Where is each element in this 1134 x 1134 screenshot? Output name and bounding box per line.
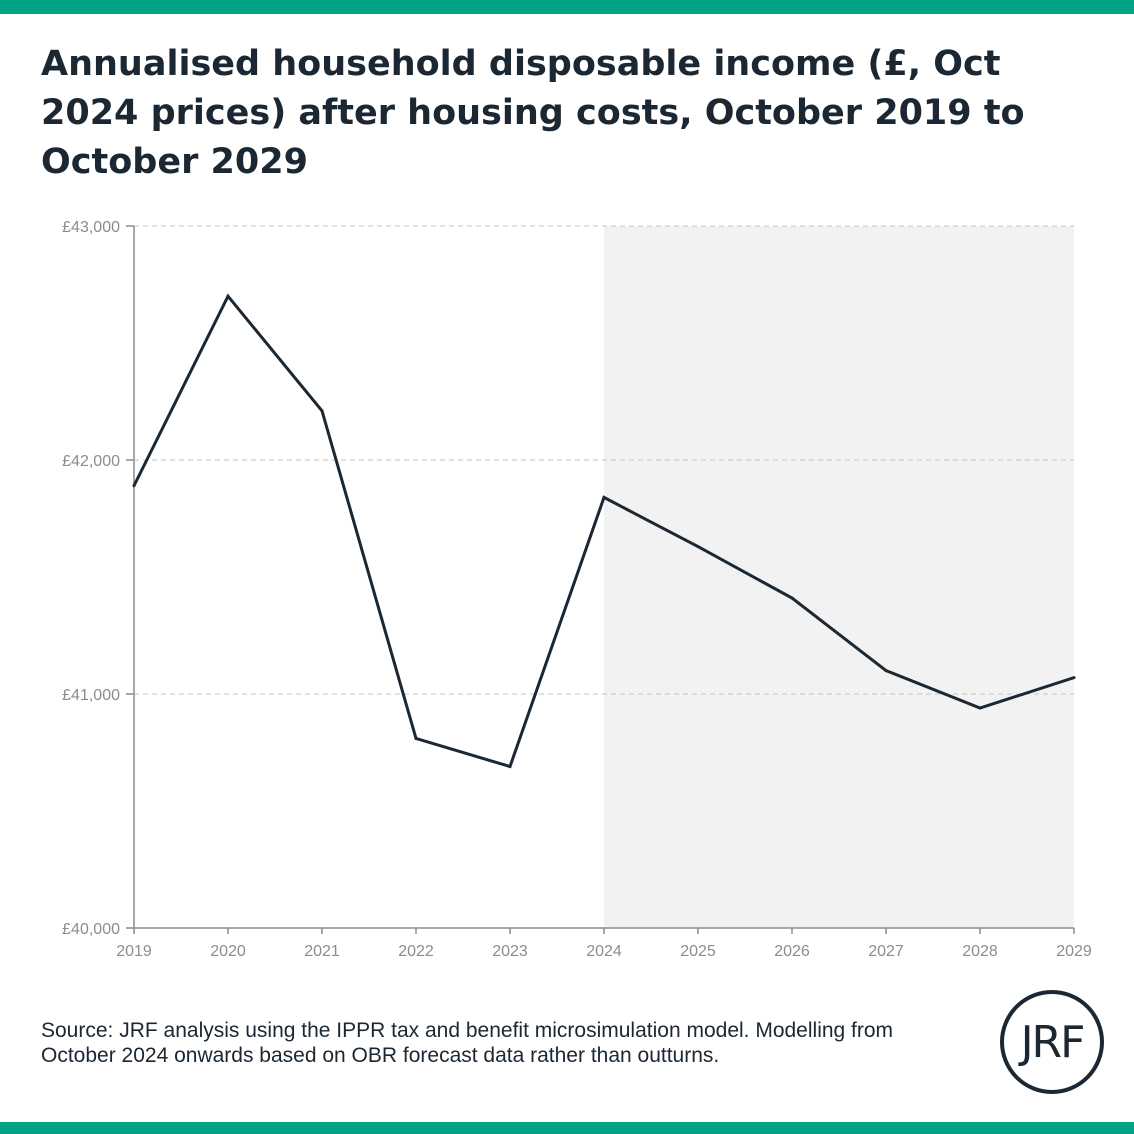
x-tick-label: 2023 — [492, 943, 528, 960]
y-tick-label: £43,000 — [62, 219, 120, 236]
x-tick-label: 2021 — [304, 943, 340, 960]
forecast-shaded-area — [604, 226, 1074, 928]
y-tick-label: £40,000 — [62, 921, 120, 938]
data-point — [414, 736, 418, 740]
line-chart: £40,000 £41,000 £42,000 £43,000 2019 2020 2021… — [62, 219, 1092, 960]
x-tick-label: 2024 — [586, 943, 622, 960]
data-point — [602, 495, 606, 499]
x-tick-label: 2025 — [680, 943, 716, 960]
data-point — [696, 545, 700, 549]
source-note: Source: JRF analysis using the IPPR tax … — [41, 1019, 894, 1067]
top-accent-bar — [0, 0, 1134, 14]
data-point — [1072, 676, 1076, 680]
x-tick-label: 2028 — [962, 943, 998, 960]
data-point — [508, 765, 512, 769]
x-tick-label: 2020 — [210, 943, 246, 960]
data-point — [978, 706, 982, 710]
x-tick-label: 2026 — [774, 943, 810, 960]
jrf-logo: JRF — [1000, 990, 1104, 1094]
y-tick-label: £41,000 — [62, 687, 120, 704]
data-point — [790, 596, 794, 600]
data-point — [884, 669, 888, 673]
data-point — [320, 409, 324, 413]
chart-title: Annualised household disposable income (… — [41, 44, 1025, 182]
data-point — [132, 484, 136, 488]
x-tick-label: 2029 — [1056, 943, 1092, 960]
bottom-accent-bar — [0, 1122, 1134, 1134]
data-point — [226, 294, 230, 298]
x-tick-label: 2019 — [116, 943, 152, 960]
x-tick-label: 2022 — [398, 943, 434, 960]
x-tick-label: 2027 — [868, 943, 904, 960]
y-tick-label: £42,000 — [62, 453, 120, 470]
